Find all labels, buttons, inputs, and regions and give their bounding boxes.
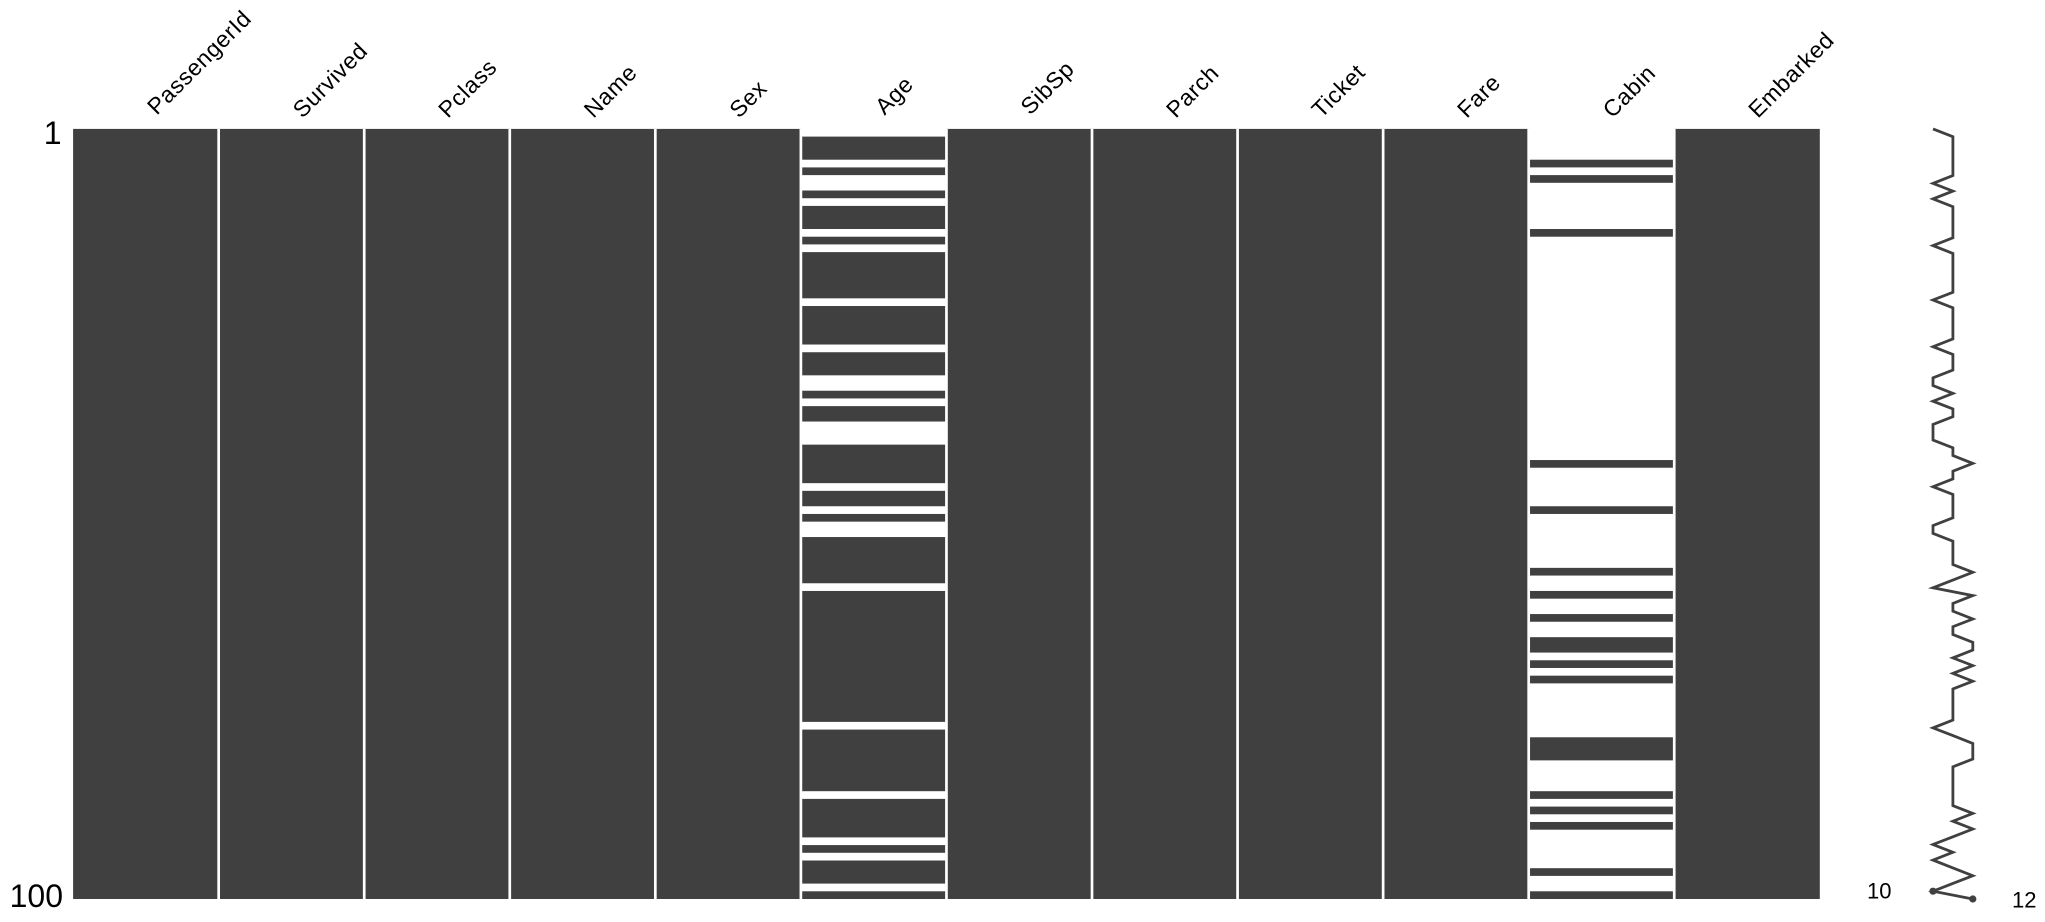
svg-text:10: 10 [1867, 879, 1891, 904]
svg-text:12: 12 [2012, 887, 2036, 912]
svg-text:1: 1 [44, 115, 62, 151]
svg-text:100: 100 [10, 878, 63, 914]
